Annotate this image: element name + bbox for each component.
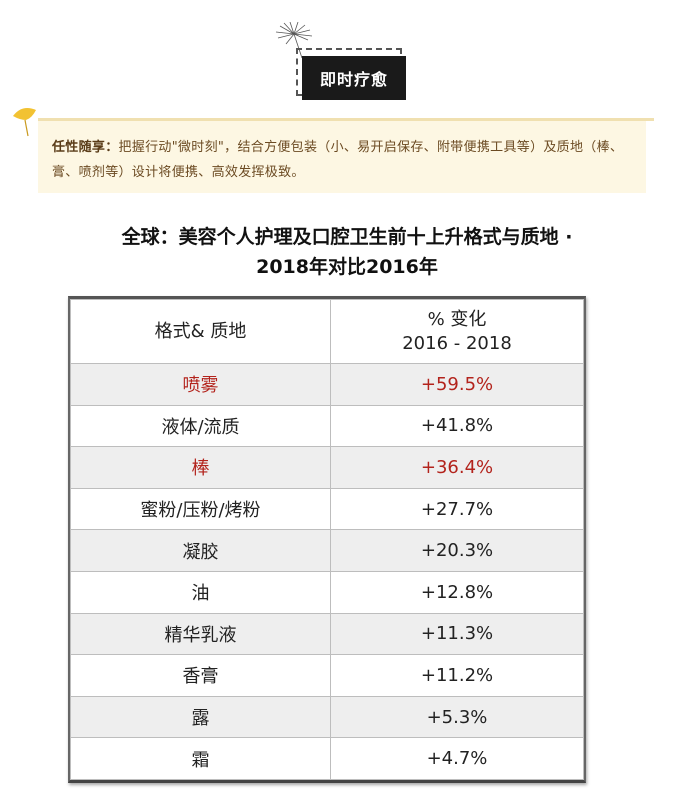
row-change: +12.8% xyxy=(330,570,584,614)
row-format: 精华乳液 xyxy=(70,612,331,656)
row-change: +20.3% xyxy=(330,529,584,572)
row-format: 霜 xyxy=(70,737,331,780)
section-badge: 即时疗愈 xyxy=(302,56,406,100)
data-table-container: 格式& 质地 % 变化 2016 - 2018 喷雾 +59.5% 液体/流质 … xyxy=(68,296,586,783)
row-change: +59.5% xyxy=(330,363,584,406)
row-change: +41.8% xyxy=(330,404,584,448)
ginkgo-leaf-icon xyxy=(13,108,36,137)
note-lead: 任性随享： xyxy=(52,140,119,155)
row-format: 露 xyxy=(70,695,331,739)
row-change: +36.4% xyxy=(330,446,584,489)
table-row: 霜 +4.7% xyxy=(70,737,584,780)
table-row: 液体/流质 +41.8% xyxy=(70,404,584,448)
header-change-line-2: 2016 - 2018 xyxy=(402,332,512,354)
note-text: 把握行动"微时刻"，结合方便包装（小、易开启保存、附带便携工具等）及质地（棒、膏… xyxy=(52,140,624,180)
row-change: +5.3% xyxy=(330,695,584,739)
row-change: +11.3% xyxy=(330,612,584,656)
tip-note: 任性随享：把握行动"微时刻"，结合方便包装（小、易开启保存、附带便携工具等）及质… xyxy=(38,121,646,193)
row-format: 液体/流质 xyxy=(70,404,331,448)
table-row: 蜜粉/压粉/烤粉 +27.7% xyxy=(70,487,584,531)
row-format: 油 xyxy=(70,570,331,614)
table-row: 露 +5.3% xyxy=(70,695,584,739)
row-format: 香膏 xyxy=(70,654,331,697)
table-header-row: 格式& 质地 % 变化 2016 - 2018 xyxy=(70,299,584,364)
row-change: +11.2% xyxy=(330,654,584,697)
row-format: 蜜粉/压粉/烤粉 xyxy=(70,487,331,531)
row-change: +4.7% xyxy=(330,737,584,780)
title-line-2: 2018年对比2016年 xyxy=(256,256,438,278)
table-title: 全球：美容个人护理及口腔卫生前十上升格式与质地 · 2018年对比2016年 xyxy=(0,222,694,282)
row-format: 棒 xyxy=(70,446,331,489)
table-row: 喷雾 +59.5% xyxy=(70,363,584,406)
header-format: 格式& 质地 xyxy=(70,299,331,364)
header-change: % 变化 2016 - 2018 xyxy=(330,299,584,364)
table-row: 香膏 +11.2% xyxy=(70,654,584,697)
row-format: 喷雾 xyxy=(70,363,331,406)
format-change-table: 格式& 质地 % 变化 2016 - 2018 喷雾 +59.5% 液体/流质 … xyxy=(70,299,584,780)
row-change: +27.7% xyxy=(330,487,584,531)
table-row: 凝胶 +20.3% xyxy=(70,529,584,572)
title-line-1: 全球：美容个人护理及口腔卫生前十上升格式与质地 · xyxy=(121,226,573,248)
table-row: 棒 +36.4% xyxy=(70,446,584,489)
row-format: 凝胶 xyxy=(70,529,331,572)
note-top-rule xyxy=(38,118,654,121)
dandelion-icon xyxy=(275,22,313,59)
table-row: 精华乳液 +11.3% xyxy=(70,612,584,656)
table-row: 油 +12.8% xyxy=(70,570,584,614)
header-change-line-1: % 变化 xyxy=(427,308,487,330)
